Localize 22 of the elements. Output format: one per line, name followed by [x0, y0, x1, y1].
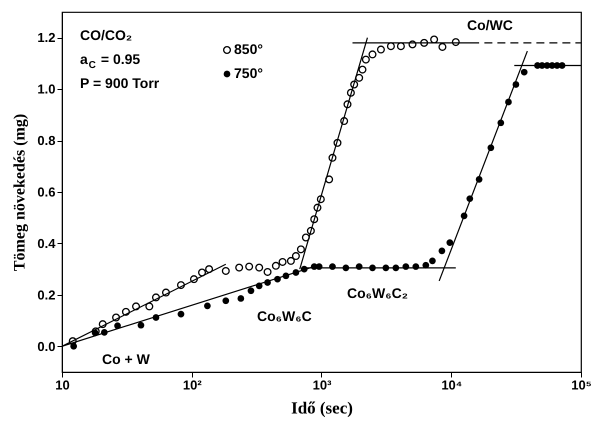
- annotation: Co₆W₆C: [257, 308, 312, 324]
- y-axis-title: Tömeg növekedés (mg): [11, 114, 28, 272]
- annotation: CO/CO₂: [80, 27, 132, 43]
- y-tick-label: 1.2: [37, 30, 56, 46]
- y-tick-label: 0.8: [37, 133, 56, 148]
- x-tick-label: 10⁵: [571, 378, 592, 392]
- x-tick-label: 10: [55, 378, 70, 392]
- legend-label: 750°: [234, 65, 263, 81]
- x-axis-title: Idő (sec): [291, 398, 353, 418]
- annotation: Co/WC: [467, 17, 513, 33]
- y-tick-label: 0.6: [37, 184, 56, 200]
- legend-label: 850°: [234, 41, 263, 57]
- x-tick-label: 10²: [182, 378, 202, 392]
- x-tick-label: 10³: [312, 378, 332, 392]
- annotation: P = 900 Torr: [80, 75, 160, 91]
- y-tick-label: 0.4: [37, 236, 56, 251]
- y-tick-label: 0.2: [37, 287, 56, 302]
- annotation: Co₆W₆C₂: [347, 285, 408, 301]
- annotation: Co + W: [102, 351, 151, 367]
- y-tick-label: 1.0: [37, 82, 56, 97]
- y-tick-label: 0.0: [37, 338, 56, 354]
- x-tick-label: 10⁴: [441, 378, 462, 392]
